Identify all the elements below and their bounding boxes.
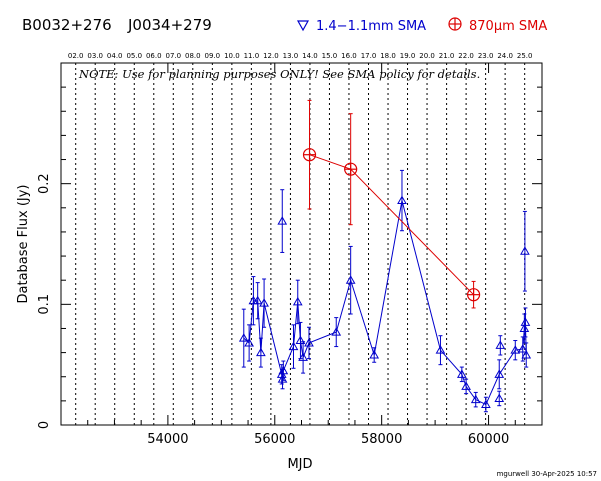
top-axis-label: 25.0 [517,52,533,60]
plot-frame [60,62,543,426]
legend: 1.4−1.1mm SMA 870μm SMA [296,17,547,34]
top-axis-label: 19.0 [400,52,416,60]
series-line-red [309,154,474,296]
legend-label-red: 870μm SMA [469,19,547,34]
top-axis-label: 09.0 [205,52,221,60]
data-point-triangle [519,323,530,332]
data-point-triangle [345,275,356,284]
data-point-triangle [517,343,528,353]
data-point-triangle [277,374,288,383]
data-point-triangle [244,337,254,347]
top-axis-label: 12.0 [263,52,279,60]
x-axis-label: MJD [287,457,312,472]
top-axis-label: 08.0 [185,52,201,60]
data-point-triangle [277,216,288,225]
data-point-triangle [461,381,471,390]
top-axis-label: 13.0 [283,52,299,60]
data-point-triangle [278,365,289,375]
data-point-triangle [520,317,531,326]
data-point-triangle [435,345,446,354]
top-axis-label: 02.0 [68,52,84,60]
data-point-triangle [456,369,467,378]
x-tick-label: 60000 [468,432,509,447]
data-point-triangle [397,195,407,205]
data-point-triangle [521,350,532,359]
data-point-triangle [304,337,314,347]
top-axis-label: 06.0 [146,52,162,60]
data-point-triangle [494,393,505,402]
source-alias: J0034+279 [127,16,212,34]
series-blue [238,169,532,413]
y-tick-label: 0.1 [37,294,52,315]
top-axis-label: 11.0 [244,52,260,60]
legend-label-blue: 1.4−1.1mm SMA [316,19,426,34]
x-tick-label: 56000 [254,432,295,447]
top-axis-label: 21.0 [439,52,455,60]
top-axis-label: 18.0 [380,52,396,60]
data-point-triangle [510,345,521,354]
top-axis-label: 04.0 [107,52,123,60]
y-axis-label: Database Flux (Jy) [16,185,31,304]
top-axis-label: 10.0 [224,52,240,60]
series-red [302,99,481,309]
planning-note: NOTE: Use for planning purposes ONLY! Se… [78,67,480,81]
top-axis-labels: 02.0 03.0 04.0 05.0 06.0 07.0 08.0 09.0 10.0 11.0… [68,52,533,60]
top-axis-label: 22.0 [458,52,474,60]
data-point-triangle [252,295,263,305]
top-axis-label: 17.0 [361,52,377,60]
data-point-triangle [520,246,530,255]
top-axis-label: 16.0 [341,52,357,60]
top-axis-label: 07.0 [165,52,181,60]
data-point-triangle [481,399,491,408]
data-point-triangle [292,296,303,306]
source-name: B0032+276 [22,16,112,34]
top-axis-label: 24.0 [497,52,513,60]
year-gridlines [75,63,526,425]
y-tick-label: 0 [37,421,52,429]
data-point-triangle [369,350,380,359]
data-point-triangle [494,369,505,378]
top-axis-label: 23.0 [478,52,494,60]
top-axis-label: 14.0 [302,52,318,60]
top-axis-label: 15.0 [322,52,338,60]
x-tick-label: 58000 [361,432,402,447]
data-point-triangle [256,347,266,357]
data-point-triangle [295,335,306,345]
y-tick-label: 0.2 [37,173,52,194]
data-point-triangle [288,341,299,351]
data-point-triangle [238,333,249,342]
top-axis-label: 03.0 [87,52,103,60]
x-axis-ticks: 54000 56000 58000 60000 [87,63,543,447]
data-point-triangle [259,298,269,307]
x-tick-label: 54000 [147,432,188,447]
data-point-triangle [470,394,481,404]
data-point-triangle [331,327,342,336]
timestamp-footer: mgurwell 30-Apr-2025 10:57 [497,470,597,478]
legend-circle-plus-icon [448,17,462,31]
y-axis-ticks: 0 0.1 0.2 [37,86,542,429]
data-point-triangle [298,352,308,361]
top-axis-label: 05.0 [126,52,142,60]
data-point-triangle [495,340,506,349]
legend-triangle-icon [296,20,310,32]
top-axis-label: 20.0 [419,52,435,60]
